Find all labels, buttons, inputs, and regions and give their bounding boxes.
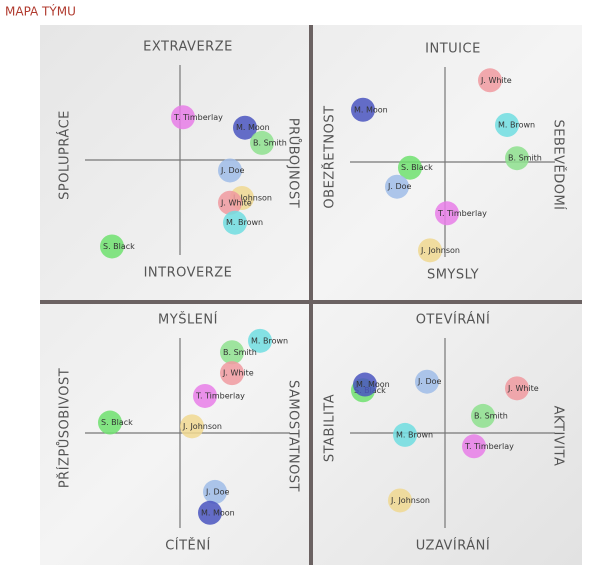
- point-label: J. White: [220, 198, 252, 207]
- pole-label: SEBEVĚDOMÍ: [551, 120, 567, 211]
- point: [203, 479, 227, 504]
- point: [415, 369, 439, 394]
- point-label: J. Johnson: [390, 496, 430, 505]
- point-label: M. Brown: [498, 120, 535, 129]
- pole-label: SMYSLY: [427, 268, 479, 283]
- point-label: J. Johnson: [182, 422, 222, 431]
- pole-label: PRŮBOJNOST: [286, 118, 302, 208]
- point-label: S. Black: [103, 242, 135, 251]
- page-title: MAPA TÝMU: [5, 4, 76, 19]
- point-label: M. Moon: [236, 123, 270, 132]
- point: [98, 410, 122, 435]
- point: [393, 422, 417, 447]
- point-label: B. Smith: [508, 154, 542, 163]
- point: [218, 190, 242, 215]
- point-label: M. Brown: [226, 218, 263, 227]
- pole-label: INTUICE: [425, 42, 481, 57]
- point: [388, 488, 412, 513]
- point: [180, 414, 204, 439]
- point: [418, 238, 442, 263]
- point-label: T. Timberlay: [437, 209, 487, 218]
- point: [505, 146, 529, 171]
- point-label: J. Doe: [205, 487, 230, 496]
- point-label: M. Moon: [356, 380, 390, 389]
- point-label: J. Johnson: [420, 246, 460, 255]
- point-label: T. Timberlay: [173, 113, 223, 122]
- point: [351, 97, 375, 122]
- point: [478, 68, 502, 93]
- pole-label: OTEVÍRÁNÍ: [416, 312, 491, 328]
- point-label: B. Smith: [253, 138, 287, 147]
- pole-label: SAMOSTATNOST: [286, 380, 301, 492]
- point-label: B. Smith: [223, 348, 257, 357]
- point-label: J. Doe: [220, 166, 245, 175]
- pole-label: AKTIVITA: [551, 406, 566, 467]
- pole-label: OBEZŘETNOST: [322, 105, 338, 208]
- point-label: J. Johnson: [232, 194, 272, 203]
- point: [248, 328, 272, 353]
- point-label: M. Moon: [354, 105, 388, 114]
- point-label: T. Timberlay: [464, 442, 514, 451]
- point-label: M. Brown: [251, 336, 288, 345]
- point: [471, 403, 495, 428]
- point: [233, 115, 257, 140]
- point-label: J. White: [507, 384, 539, 393]
- pole-label: SPOLUPRÁCE: [57, 110, 73, 200]
- point: [220, 361, 244, 386]
- point: [353, 372, 377, 397]
- pole-label: EXTRAVERZE: [143, 40, 233, 55]
- pole-label: STABILITA: [323, 394, 338, 462]
- point: [435, 201, 459, 226]
- pole-label: CÍTĚNÍ: [165, 538, 211, 554]
- point: [223, 210, 247, 235]
- point-label: J. Doe: [387, 182, 412, 191]
- point-label: B. Smith: [474, 411, 508, 420]
- pole-label: MYŠLENÍ: [158, 312, 218, 328]
- point: [398, 155, 422, 180]
- point-label: J. White: [480, 76, 512, 85]
- point-label: T. Timberlay: [195, 391, 245, 400]
- pole-label: PŘÍZPŮSOBIVOST: [57, 368, 73, 488]
- point-label: J. Doe: [417, 377, 442, 386]
- point: [220, 340, 244, 365]
- point-label: S. Black: [101, 418, 133, 427]
- point: [505, 376, 529, 401]
- point: [198, 500, 222, 525]
- pole-label: UZAVÍRÁNÍ: [416, 538, 490, 554]
- point: [193, 383, 217, 408]
- point-label: M. Moon: [201, 508, 235, 517]
- point: [495, 112, 519, 137]
- point-label: M. Brown: [396, 430, 433, 439]
- point: [250, 130, 274, 155]
- pole-label: INTROVERZE: [144, 266, 233, 281]
- point: [385, 174, 409, 199]
- point: [171, 105, 195, 130]
- point: [462, 434, 486, 459]
- point-label: S. Black: [401, 163, 433, 172]
- point: [100, 234, 124, 259]
- point: [218, 158, 242, 183]
- point-label: J. White: [222, 369, 254, 378]
